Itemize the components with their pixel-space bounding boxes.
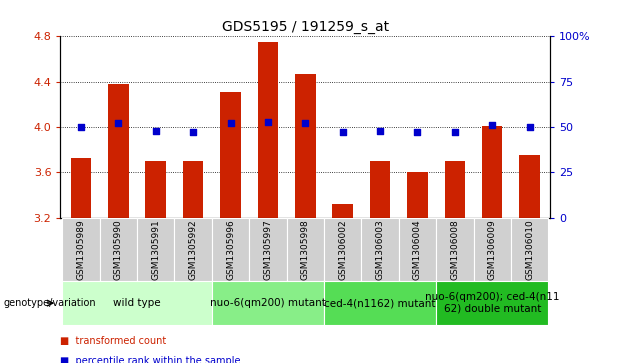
Bar (62, 281, 212, 325)
Bar (212, 281, 324, 325)
Point (76, 124, 86, 130)
Point (113, 121, 123, 126)
Text: GSM1306004: GSM1306004 (413, 219, 422, 280)
Text: GSM1306003: GSM1306003 (375, 219, 385, 280)
Bar (482, 126, 502, 218)
Bar (361, 218, 399, 281)
Bar (295, 74, 315, 218)
Bar (212, 218, 249, 281)
Bar (370, 161, 391, 218)
Text: ■  percentile rank within the sample: ■ percentile rank within the sample (60, 356, 241, 363)
Text: GSM1305991: GSM1305991 (151, 219, 160, 280)
Text: GSM1305992: GSM1305992 (189, 219, 198, 280)
Point (412, 130, 422, 135)
Title: GDS5195 / 191259_s_at: GDS5195 / 191259_s_at (222, 20, 389, 34)
Bar (520, 155, 540, 218)
Bar (137, 218, 174, 281)
Bar (108, 84, 128, 218)
Bar (436, 218, 474, 281)
Bar (183, 161, 204, 218)
Text: ced-4(n1162) mutant: ced-4(n1162) mutant (324, 298, 436, 308)
Point (525, 124, 535, 130)
Point (375, 128, 385, 134)
Bar (407, 172, 427, 218)
Text: GSM1305996: GSM1305996 (226, 219, 235, 280)
Bar (436, 281, 548, 325)
Bar (287, 218, 324, 281)
Text: GSM1305997: GSM1305997 (263, 219, 272, 280)
Text: wild type: wild type (113, 298, 161, 308)
Text: GSM1305990: GSM1305990 (114, 219, 123, 280)
Bar (258, 42, 278, 218)
Text: nuo-6(qm200) mutant: nuo-6(qm200) mutant (210, 298, 326, 308)
Text: genotype/variation: genotype/variation (3, 298, 96, 308)
Bar (399, 218, 436, 281)
Point (338, 130, 348, 135)
Text: GSM1306010: GSM1306010 (525, 219, 534, 280)
Bar (474, 218, 511, 281)
Point (225, 121, 235, 126)
Point (450, 130, 460, 135)
Point (487, 122, 497, 128)
Text: ■  transformed count: ■ transformed count (60, 336, 167, 346)
Point (300, 121, 310, 126)
Bar (100, 218, 137, 281)
Bar (146, 161, 166, 218)
Text: GSM1305989: GSM1305989 (76, 219, 85, 280)
Text: GSM1306008: GSM1306008 (450, 219, 459, 280)
Bar (174, 218, 212, 281)
Bar (71, 158, 91, 218)
Bar (62, 218, 100, 281)
Text: GSM1306002: GSM1306002 (338, 219, 347, 280)
Text: GSM1305998: GSM1305998 (301, 219, 310, 280)
Point (188, 130, 198, 135)
Text: nuo-6(qm200); ced-4(n11
62) double mutant: nuo-6(qm200); ced-4(n11 62) double mutan… (425, 292, 560, 314)
Bar (333, 204, 353, 218)
Bar (324, 281, 436, 325)
Bar (249, 218, 287, 281)
Point (151, 128, 161, 134)
Bar (220, 92, 241, 218)
Bar (511, 218, 548, 281)
Bar (324, 218, 361, 281)
Text: GSM1306009: GSM1306009 (488, 219, 497, 280)
Bar (445, 161, 465, 218)
Point (263, 119, 273, 125)
